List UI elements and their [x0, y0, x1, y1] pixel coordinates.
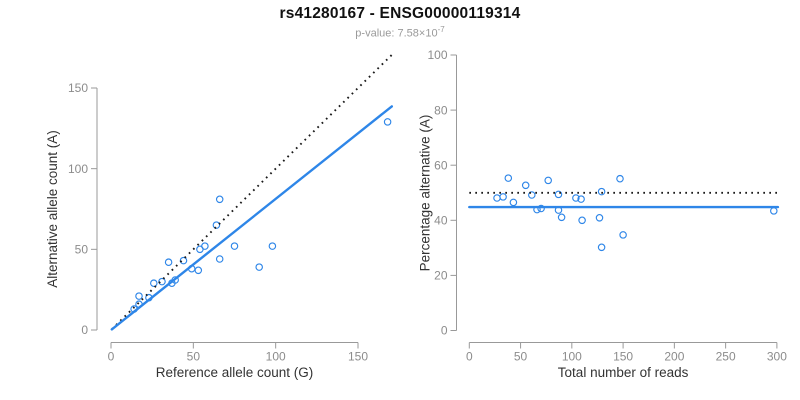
data-point	[595, 214, 604, 222]
data-point	[493, 194, 501, 202]
data-point	[215, 255, 224, 263]
data-point	[770, 207, 778, 215]
data-point	[557, 213, 566, 222]
data-point	[554, 190, 563, 199]
x-tick-label: 150	[348, 350, 368, 364]
y-tick-label: 150	[68, 81, 88, 95]
data-point	[179, 256, 188, 265]
x-tick-label: 0	[466, 350, 473, 364]
x-tick-label: 0	[108, 350, 115, 364]
y-axis-title: Alternative allele count (A)	[45, 130, 60, 288]
data-point	[578, 216, 586, 225]
data-point	[215, 195, 224, 204]
data-point	[509, 198, 518, 207]
identity-line	[111, 53, 394, 330]
y-tick-label: 80	[434, 103, 448, 117]
pvalue-text: p-value: 7.58×10	[355, 27, 438, 40]
x-axis-title: Reference allele count (G)	[156, 365, 314, 380]
data-point	[528, 191, 536, 199]
x-tick-label: 200	[664, 350, 684, 364]
x-tick-label: 100	[562, 350, 582, 364]
page-title: rs41280167 - ENSG00000119314	[279, 5, 521, 22]
data-point	[158, 277, 166, 286]
data-point	[544, 176, 552, 185]
pvalue-subtitle: p-value: 7.58×10-7	[0, 25, 800, 40]
data-point	[619, 231, 627, 239]
data-point	[230, 242, 239, 250]
x-tick-label: 100	[266, 350, 286, 364]
data-point	[212, 221, 221, 229]
data-point	[150, 279, 158, 287]
x-tick-label: 50	[514, 350, 528, 364]
data-point	[616, 174, 624, 183]
regression-line	[110, 105, 393, 331]
y-tick-label: 20	[434, 269, 448, 283]
data-point	[597, 243, 606, 252]
data-point	[504, 174, 513, 182]
x-tick-label: 300	[767, 350, 787, 364]
data-point	[383, 118, 392, 126]
right-plot: 0 20 40 60 80 100 0 50 100 150 200 250 300 Total numb…	[418, 48, 788, 380]
data-point	[268, 242, 277, 250]
y-tick-label: 40	[434, 214, 448, 228]
data-point	[537, 204, 545, 213]
data-point	[164, 258, 173, 266]
left-plot: 0 50 100 150 0 50 100 150 Reference allele count…	[45, 53, 394, 380]
data-point	[135, 292, 143, 300]
data-point	[201, 242, 209, 250]
x-tick-label: 50	[187, 350, 201, 364]
pvalue-exponent: -7	[437, 25, 445, 34]
x-axis-title: Total number of reads	[558, 365, 689, 380]
data-point	[499, 193, 507, 201]
data-point	[577, 195, 585, 203]
data-point	[194, 266, 203, 275]
y-tick-label: 0	[81, 323, 88, 337]
y-tick-label: 100	[427, 48, 447, 62]
y-tick-label: 50	[75, 243, 89, 257]
x-tick-label: 250	[716, 350, 736, 364]
y-tick-label: 60	[434, 158, 448, 172]
data-point	[521, 181, 530, 190]
x-tick-label: 150	[613, 350, 633, 364]
y-tick-label: 100	[68, 162, 88, 176]
data-point	[255, 263, 263, 271]
data-point	[597, 187, 606, 196]
points-layer	[493, 174, 778, 252]
y-axis-title: Percentage alternative (A)	[418, 115, 433, 272]
y-tick-label: 0	[441, 324, 448, 338]
data-point	[572, 194, 580, 202]
